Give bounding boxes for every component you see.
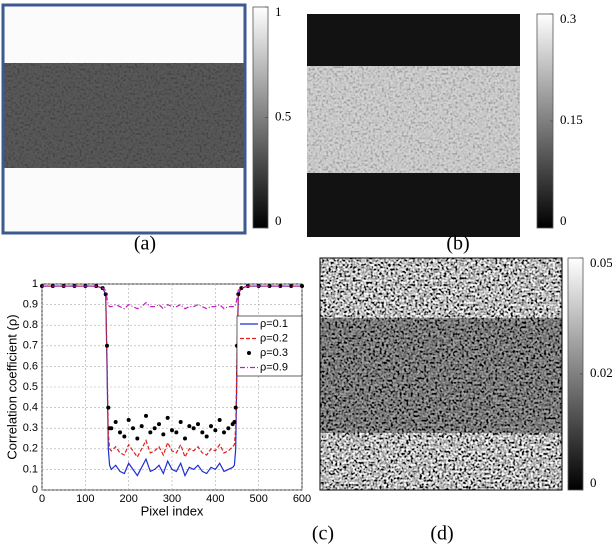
caption: (c) [312, 523, 334, 545]
y-tick-label: 0 [32, 484, 38, 496]
data-point [213, 428, 218, 433]
legend-label: ρ=0.9 [260, 361, 288, 373]
data-point [217, 417, 222, 422]
x-tick-label: 300 [163, 493, 181, 505]
data-point [105, 343, 109, 348]
x-tick-label: 500 [249, 493, 267, 505]
data-point [200, 430, 205, 435]
data-point [233, 405, 238, 410]
x-axis-label: Pixel index [141, 503, 204, 518]
x-tick-label: 600 [293, 493, 311, 505]
legend-label: ρ=0.2 [260, 332, 288, 344]
data-point [278, 284, 283, 289]
data-point [222, 430, 226, 435]
data-point [126, 417, 131, 422]
y-tick-label: 0.7 [23, 340, 38, 352]
data-point [178, 420, 183, 425]
data-point [135, 436, 140, 441]
colorbar-tick-label: 1 [275, 4, 282, 19]
data-point [183, 436, 187, 441]
data-point [148, 430, 153, 435]
y-tick-label: 0.3 [23, 422, 38, 434]
colorbar-tick-label: 0.15 [560, 112, 583, 127]
image-a [1, 3, 247, 235]
data-point [187, 424, 192, 429]
legend [236, 315, 303, 377]
y-tick-label: 0.2 [23, 443, 38, 455]
data-point [113, 420, 118, 425]
data-line [42, 285, 302, 310]
data-point [106, 405, 111, 410]
data-point [196, 422, 200, 427]
data-point [170, 428, 174, 433]
colorbar-tick-label: 0 [590, 475, 597, 490]
colorbar-tick-label: 0 [560, 213, 567, 228]
y-tick-label: 0.5 [23, 381, 38, 393]
data-line [42, 285, 302, 478]
data-point [122, 434, 127, 439]
data-point [139, 424, 144, 429]
x-tick-label: 100 [76, 493, 94, 505]
legend-label: ρ=0.1 [260, 318, 288, 330]
y-tick-label: 0.1 [23, 463, 38, 475]
y-tick-label: 0.8 [23, 319, 38, 331]
data-point [109, 426, 114, 431]
data-point [152, 426, 157, 431]
data-point [118, 430, 122, 435]
data-point [232, 420, 237, 425]
caption: (b) [446, 233, 469, 255]
colorbar-tick-label: 0.05 [590, 255, 612, 270]
data-point [191, 426, 196, 431]
data-point [131, 426, 135, 431]
data-point [236, 292, 241, 297]
x-tick-label: 200 [119, 493, 137, 505]
colorbar-tick-label: 0.3 [560, 11, 576, 26]
data-point [165, 415, 170, 420]
caption: (a) [134, 233, 156, 255]
legend-label: ρ=0.3 [260, 347, 288, 359]
colorbar-tick-label: 0.5 [275, 108, 291, 123]
data-point [226, 426, 231, 431]
colorbar-tick-label: 0 [275, 213, 282, 228]
y-tick-label: 0.4 [23, 402, 38, 414]
y-tick-label: 0.6 [23, 360, 38, 372]
data-point [209, 424, 213, 429]
data-point [174, 430, 179, 435]
caption: (d) [430, 523, 453, 545]
y-axis-label: Correlation coefficient (ρ) [4, 314, 19, 459]
y-tick-label: 1 [32, 278, 38, 290]
data-point [204, 434, 209, 439]
data-point [144, 413, 148, 418]
data-point [289, 284, 294, 289]
data-point [157, 422, 161, 427]
y-tick-label: 0.9 [23, 299, 38, 311]
image-d [319, 257, 563, 491]
colorbar-tick-label: 0.025 [590, 365, 612, 380]
image-b [307, 14, 520, 237]
x-tick-label: 0 [39, 493, 45, 505]
legend-marker [247, 351, 251, 355]
data-line [42, 285, 302, 459]
data-point [161, 432, 166, 437]
x-tick-label: 400 [206, 493, 224, 505]
